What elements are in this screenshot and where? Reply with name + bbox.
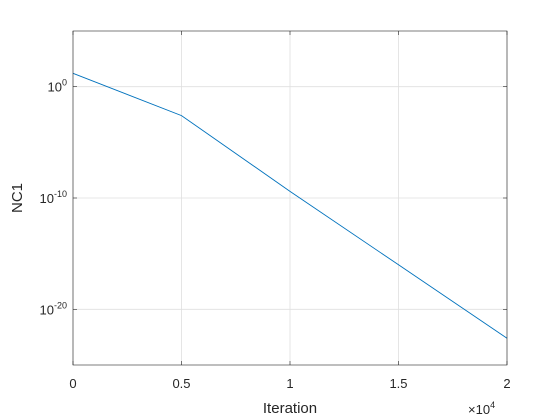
x-tick-label: 0.5 (172, 376, 190, 391)
y-tick-base: 10 (40, 302, 54, 317)
y-tick-base: 10 (40, 191, 54, 206)
series-line (72, 72, 508, 339)
x-axis-label: Iteration (263, 400, 317, 417)
y-tick-base: 10 (48, 80, 62, 95)
y-tick-label: 10-10 (40, 189, 67, 206)
y-tick-exponent: -10 (54, 189, 67, 199)
x-tick-label: 0 (69, 376, 76, 391)
y-tick-exponent: 0 (62, 78, 67, 88)
x-exponent-base: ×10 (468, 402, 490, 417)
x-exponent-power: 4 (490, 400, 495, 410)
x-tick-label: 2 (503, 376, 510, 391)
y-tick-label: 100 (48, 78, 67, 95)
series-layer (72, 72, 508, 339)
x-exponent-label: ×104 (468, 400, 495, 417)
y-tick-exponent: -20 (54, 300, 67, 310)
y-axis-label: NC1 (9, 183, 26, 213)
x-tick-label: 1 (286, 376, 293, 391)
y-tick-label: 10-20 (40, 300, 67, 317)
x-tick-label: 1.5 (389, 376, 407, 391)
